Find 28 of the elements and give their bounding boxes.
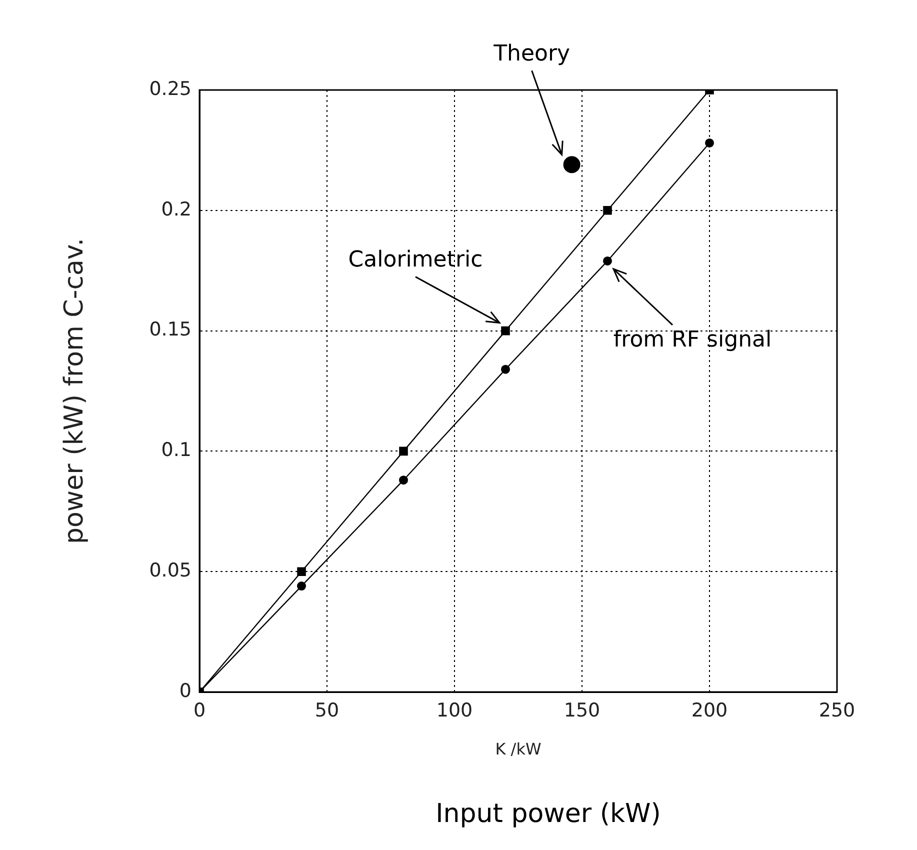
- x-tick-label: 50: [314, 699, 340, 722]
- text: from RF signal: [613, 328, 772, 353]
- x-tick-label: 0: [193, 699, 206, 722]
- y-tick-label: 0.2: [161, 198, 192, 220]
- point: [705, 138, 714, 148]
- y-tick-label: 0.05: [149, 560, 192, 582]
- text: Theory: [492, 41, 570, 66]
- point: [297, 567, 306, 576]
- x-tick-label: 200: [691, 699, 728, 722]
- x-axis-title: K /kW: [495, 740, 542, 759]
- y-tick-label: 0.25: [149, 78, 192, 100]
- point: [563, 156, 580, 174]
- y-tick-label: 0.1: [161, 439, 192, 462]
- point: [399, 476, 408, 485]
- text: Calorimetric: [348, 248, 483, 273]
- y-tick-label: 0: [179, 680, 192, 702]
- y-axis-title: power (kW) from C-cav.: [59, 238, 90, 544]
- point: [501, 364, 510, 374]
- point: [399, 446, 408, 456]
- x-tick-label: 150: [564, 699, 600, 722]
- text: Input power (kW): [436, 798, 661, 829]
- x-tick-label: 250: [818, 699, 856, 722]
- point: [297, 582, 306, 591]
- point: [603, 206, 612, 215]
- y-tick-label: 0.15: [149, 318, 192, 341]
- point: [603, 256, 612, 266]
- x-tick-label: 100: [436, 699, 473, 722]
- point: [501, 326, 510, 336]
